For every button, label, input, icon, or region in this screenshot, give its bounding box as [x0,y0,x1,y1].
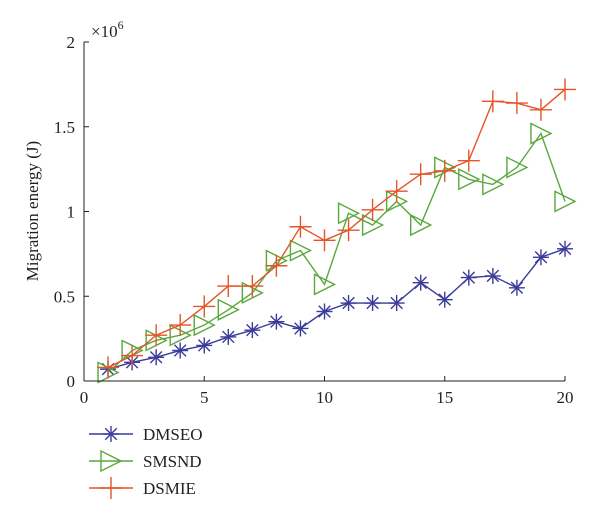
data-point-dsmie [385,180,408,203]
data-point-smsnd [554,190,577,213]
data-point-dsmie [145,324,168,347]
data-point-dmseo [244,322,261,339]
data-point-dmseo [220,328,237,345]
data-point-dmseo [388,295,405,312]
data-point-dmseo [412,274,429,291]
data-point-smsnd [482,173,505,196]
data-point-dsmie [193,295,216,318]
x-tick-label: 15 [436,388,453,407]
x-tick-label: 0 [80,388,89,407]
data-point-smsnd [217,298,240,321]
data-point-smsnd [313,273,337,296]
series-line-dsmie [107,88,566,369]
data-point-dmseo [172,342,189,359]
legend-label: DMSEO [143,425,203,444]
data-point-dmseo [292,320,309,337]
data-point-smsnd [410,213,433,237]
legend-item-dsmie: DSMIE [89,477,196,499]
y-axis-multiplier-exponent: 6 [118,18,124,32]
data-point-smsnd [506,156,529,179]
data-point-dsmie [289,215,312,238]
data-point-dmseo [557,240,573,257]
data-point-dmseo [364,295,381,312]
x-tick-label: 20 [557,388,574,407]
data-point-dsmie [361,198,384,221]
y-tick-label: 0 [67,372,76,391]
data-point-dsmie [337,219,360,242]
data-point-dsmie [529,98,552,121]
data-point-smsnd [337,202,361,225]
data-point-dmseo [316,303,333,320]
data-point-dsmie [121,344,144,367]
legend-marker-dsmie [100,477,122,499]
data-point-dmseo [508,279,525,296]
y-tick-label: 1 [67,203,76,222]
data-point-smsnd [530,122,553,145]
legend-label: DSMIE [143,479,196,498]
series-line-smsnd [107,132,566,374]
data-point-smsnd [193,313,216,337]
data-point-dmseo [484,267,501,284]
y-axis-multiplier: ×106 [91,18,124,41]
y-tick-label: 2 [67,33,76,52]
data-point-dsmie [481,90,504,113]
data-point-dsmie [169,314,192,337]
y-axis-label: Migration energy (J) [23,141,42,281]
legend-marker-smsnd [100,449,123,473]
legend-item-dmseo: DMSEO [89,425,203,444]
axes: 0 5 10 15 20 0 0.5 1 1.5 2 [54,33,574,407]
y-tick-label: 0.5 [54,287,75,306]
plot-area [97,78,577,384]
data-point-dsmie [97,356,120,379]
x-tick-label: 5 [200,388,209,407]
data-point-dsmie [265,254,288,277]
data-point-smsnd [458,168,481,191]
data-point-dsmie [457,149,480,172]
x-tick-label: 10 [316,388,333,407]
data-point-dmseo [268,313,285,330]
y-tick-label: 1.5 [54,118,75,137]
data-point-smsnd [289,239,313,262]
data-point-dmseo [196,337,213,354]
data-point-dsmie [217,275,240,298]
data-point-dsmie [433,159,456,182]
data-point-dsmie [313,229,336,252]
data-point-dmseo [460,269,477,286]
data-point-dsmie [505,92,528,115]
data-point-dmseo [532,249,549,266]
data-point-dmseo [148,349,165,366]
data-point-dsmie [241,275,264,298]
data-point-dsmie [554,78,576,101]
data-point-dmseo [436,291,453,308]
data-point-dmseo [340,295,357,312]
legend-marker-dmseo [103,426,119,442]
legend-item-smsnd: SMSND [89,449,202,473]
legend: DMSEO SMSND DSMIE [89,425,203,499]
y-axis-multiplier-base: ×10 [91,22,118,41]
legend-label: SMSND [143,452,202,471]
data-point-dsmie [409,163,432,186]
